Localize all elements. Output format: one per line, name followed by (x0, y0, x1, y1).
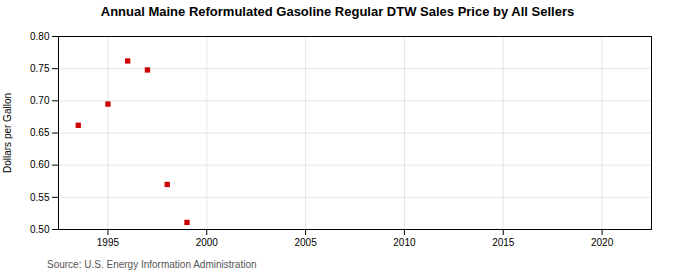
svg-text:1995: 1995 (97, 237, 120, 248)
svg-text:Dollars per Gallon: Dollars per Gallon (2, 93, 13, 173)
svg-text:2010: 2010 (393, 237, 416, 248)
svg-text:2005: 2005 (294, 237, 317, 248)
html-text:Source: U.S. Energy Informatio: Source: U.S. Energy Information Administ… (47, 259, 257, 270)
svg-text:2020: 2020 (591, 237, 614, 248)
svg-text:2015: 2015 (492, 237, 515, 248)
svg-text:0.50: 0.50 (30, 224, 50, 235)
svg-text:2000: 2000 (196, 237, 219, 248)
svg-text:0.70: 0.70 (30, 95, 50, 106)
svg-text:0.65: 0.65 (30, 127, 50, 138)
svg-text:0.80: 0.80 (30, 31, 50, 42)
svg-text:0.55: 0.55 (30, 192, 50, 203)
html-text:Annual Maine Reformulated Gaso: Annual Maine Reformulated Gasoline Regul… (100, 4, 575, 19)
svg-text:0.75: 0.75 (30, 63, 50, 74)
svg-text:0.60: 0.60 (30, 159, 50, 170)
